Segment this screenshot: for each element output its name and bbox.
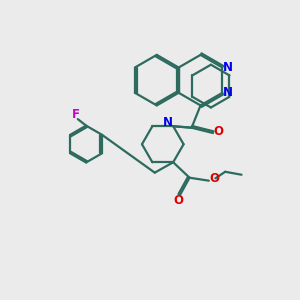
Text: N: N xyxy=(223,86,233,99)
Text: O: O xyxy=(213,125,224,138)
Text: F: F xyxy=(72,108,80,121)
Text: O: O xyxy=(209,172,219,185)
Text: N: N xyxy=(163,116,173,129)
Text: N: N xyxy=(223,61,233,74)
Text: O: O xyxy=(173,194,184,207)
